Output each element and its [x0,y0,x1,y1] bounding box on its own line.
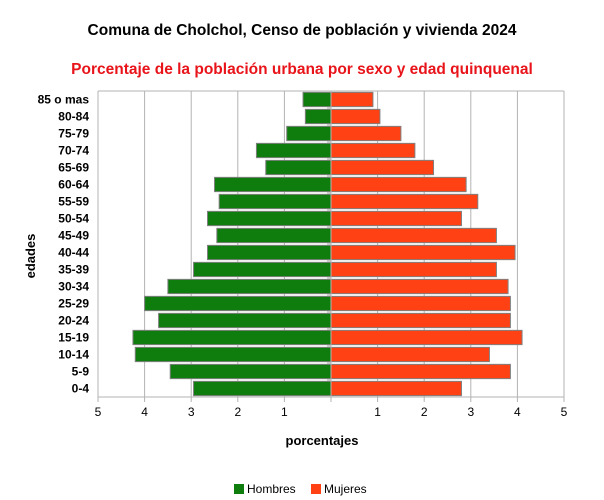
legend-item-hombres: Hombres [234,482,296,496]
bar-hombres-85-o-mas [302,91,332,108]
bar-hombres-45-49 [216,227,332,244]
x-tick-label: 3 [188,405,195,419]
bar-mujeres-85-o-mas [330,91,374,108]
bar-mujeres-35-39 [330,261,497,278]
bar-mujeres-55-59 [330,193,479,210]
category-label: 60-64 [58,178,89,192]
bar-hombres-80-84 [304,108,332,125]
category-label: 5-9 [72,365,90,379]
bar-hombres-30-34 [167,278,332,295]
x-tick-label: 1 [374,405,381,419]
x-tick-label: 5 [561,405,568,419]
x-tick-label: 3 [467,405,474,419]
category-label: 10-14 [58,348,89,362]
bar-hombres-10-14 [134,346,332,363]
legend-label: Mujeres [324,482,367,496]
bar-mujeres-10-14 [330,346,490,363]
bar-mujeres-80-84 [330,108,381,125]
x-tick-labels: 5 4 3 2 1 1 2 3 4 5 [95,405,568,419]
bar-mujeres-70-74 [330,142,416,159]
legend-swatch [234,484,244,494]
x-tick-label: 4 [514,405,521,419]
category-label: 55-59 [58,195,89,209]
category-label: 20-24 [58,314,89,328]
bar-hombres-40-44 [207,244,332,261]
category-label: 70-74 [58,144,89,158]
axes [97,90,565,402]
category-label: 25-29 [58,297,89,311]
x-tick-label: 2 [234,405,241,419]
x-tick-label: 1 [281,405,288,419]
bar-hombres-20-24 [158,312,332,329]
bar-hombres-25-29 [144,295,332,312]
category-label: 50-54 [58,212,89,226]
bar-mujeres-30-34 [330,278,509,295]
bar-mujeres-45-49 [330,227,497,244]
chart-subtitle: Porcentaje de la población urbana por se… [71,61,533,78]
x-tick-label: 4 [141,405,148,419]
bar-hombres-70-74 [255,142,332,159]
category-label: 65-69 [58,161,89,175]
bar-mujeres-15-19 [330,329,523,346]
category-label: 45-49 [58,229,89,243]
x-axis-label: porcentajes [286,433,359,448]
category-label: 35-39 [58,263,89,277]
category-label: 30-34 [58,280,89,294]
legend-item-mujeres: Mujeres [311,482,367,496]
x-tick-label: 2 [421,405,428,419]
bar-hombres-50-54 [207,210,332,227]
bar-hombres-0-4 [193,380,332,397]
y-axis-label: edades [23,234,38,279]
bar-hombres-60-64 [214,176,332,193]
bar-mujeres-60-64 [330,176,467,193]
bar-hombres-75-79 [286,125,332,142]
bar-hombres-65-69 [265,159,332,176]
chart-title: Comuna de Cholchol, Censo de población y… [88,22,517,39]
bar-mujeres-40-44 [330,244,516,261]
bar-mujeres-0-4 [330,380,462,397]
category-label: 85 o mas [38,93,90,107]
bar-mujeres-25-29 [330,295,511,312]
category-labels: 0-4 5-9 10-14 15-19 20-24 25-29 30-34 35-39 40-4… [38,93,90,396]
bar-mujeres-75-79 [330,125,402,142]
category-label: 75-79 [58,127,89,141]
legend-swatch [311,484,321,494]
category-label: 80-84 [58,110,89,124]
legend-label: Hombres [247,482,296,496]
bar-hombres-55-59 [218,193,332,210]
bar-mujeres-65-69 [330,159,435,176]
category-label: 15-19 [58,331,89,345]
x-tick-label: 5 [95,405,102,419]
legend: Hombres Mujeres [234,482,367,496]
bar-hombres-5-9 [169,363,332,380]
bars [132,91,523,397]
bar-mujeres-5-9 [330,363,511,380]
bar-hombres-15-19 [132,329,332,346]
bar-hombres-35-39 [193,261,332,278]
category-label: 0-4 [72,382,90,396]
bar-mujeres-20-24 [330,312,511,329]
bar-mujeres-50-54 [330,210,462,227]
category-label: 40-44 [58,246,89,260]
